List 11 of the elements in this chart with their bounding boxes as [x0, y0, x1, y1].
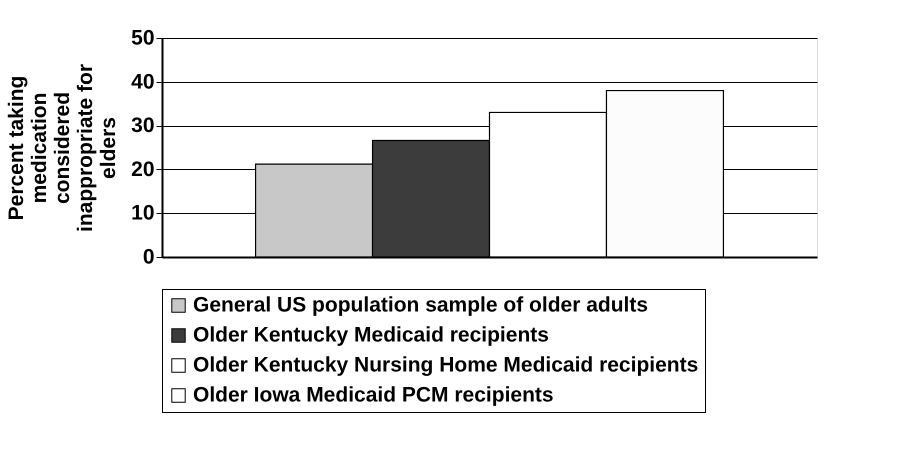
legend-label: Older Iowa Medicaid PCM recipients [193, 384, 554, 406]
y-tick-label: 30 [131, 114, 154, 138]
legend-label: Older Kentucky Nursing Home Medicaid recipients [193, 354, 698, 376]
legend-label: Older Kentucky Medicaid recipients [193, 324, 549, 346]
y-tick-label: 0 [142, 246, 154, 268]
y-tick-label: 50 [131, 26, 154, 50]
y-tick-label: 10 [131, 202, 154, 225]
y-tick-label: 40 [131, 70, 154, 94]
legend-label: General US population sample of older adults [193, 294, 648, 316]
y-tick-label: 20 [131, 158, 154, 181]
y-axis-title: Percent taking medication considered inappropriate for elders [5, 64, 120, 232]
